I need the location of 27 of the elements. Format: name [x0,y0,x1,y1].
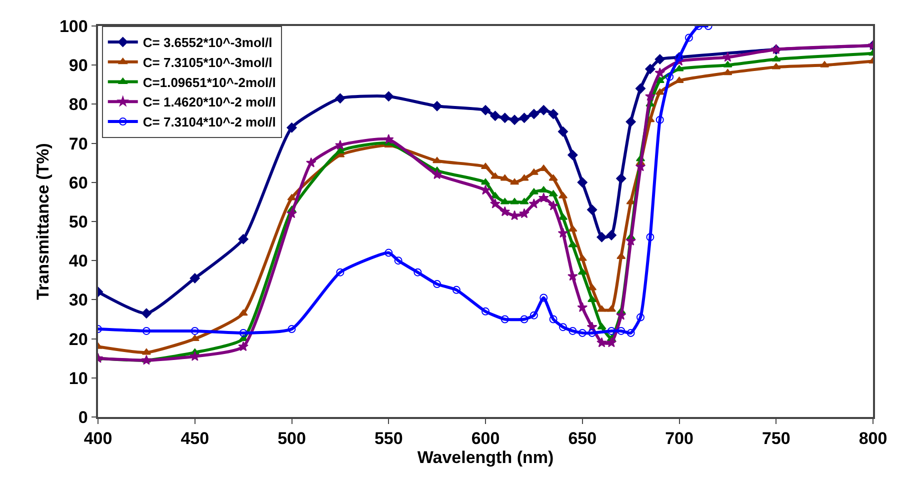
x-tick-label: 600 [471,429,500,448]
legend-label: C= 3.6552*10^-3mol/l [142,35,272,50]
legend-label: C= 1.4620*10^-2 mol/l [142,94,276,110]
legend-label: C= 7.3105*10^-3mol/l [142,54,272,70]
x-tick-label: 450 [180,429,210,448]
y-tick-label: 90 [68,56,88,76]
y-axis-title: Transmittance (T%) [34,143,53,300]
y-tick-label: 10 [68,368,88,388]
y-tick-label: 40 [68,252,88,271]
x-tick-label: 750 [762,429,790,448]
y-tick-label: 50 [68,212,88,232]
y-tick-label: 60 [68,173,88,192]
x-tick-label: 650 [568,429,597,448]
x-axis-title: Wavelength (nm) [417,448,554,468]
x-tick-label: 700 [665,429,694,448]
x-tick-label: 400 [84,429,112,448]
y-tick-label: 70 [68,134,88,154]
legend-label: C= 7.3104*10^-2 mol/l [142,114,276,130]
y-tick-label: 80 [68,95,88,114]
x-tick-label: 500 [278,429,306,448]
legend-label: C=1.09651*10^-2mol/l [142,74,276,90]
y-tick-label: 0 [78,408,88,427]
x-tick-label: 550 [374,429,403,448]
y-tick-label: 30 [68,290,88,310]
y-tick-label: 20 [68,330,88,349]
y-tick-label: 100 [59,16,88,36]
x-tick-label: 800 [858,429,888,448]
